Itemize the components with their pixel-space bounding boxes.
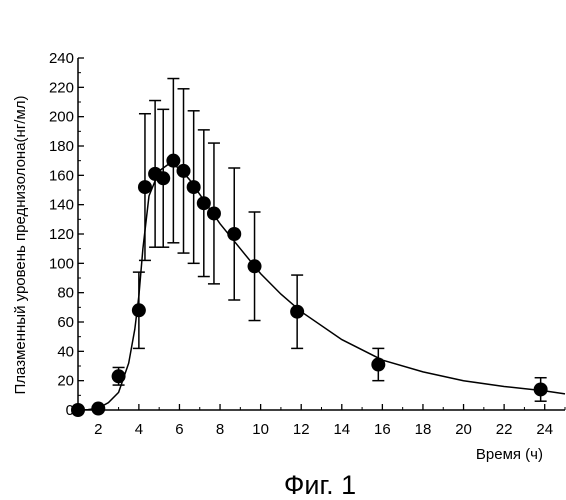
x-tick-label: 16 <box>374 421 391 438</box>
data-point <box>248 259 262 273</box>
y-tick-label: 200 <box>49 109 74 126</box>
x-tick-label: 22 <box>496 421 513 438</box>
x-tick-label: 6 <box>175 421 183 438</box>
y-tick-label: 140 <box>49 197 74 214</box>
y-tick-label: 160 <box>49 167 74 184</box>
y-tick-label: 120 <box>49 226 74 243</box>
x-tick-label: 12 <box>293 421 310 438</box>
y-tick-label: 20 <box>57 373 74 390</box>
data-point <box>71 403 85 417</box>
data-point <box>290 305 304 319</box>
data-point <box>534 382 548 396</box>
figure-caption: Фиг. 1 <box>284 470 356 500</box>
data-point <box>371 358 385 372</box>
x-tick-label: 8 <box>216 421 224 438</box>
fit-curve <box>78 164 565 410</box>
data-point <box>227 227 241 241</box>
data-point <box>177 164 191 178</box>
data-point <box>187 180 201 194</box>
data-point <box>156 171 170 185</box>
x-tick-label: 24 <box>536 421 553 438</box>
x-tick-label: 4 <box>135 421 143 438</box>
data-point <box>112 369 126 383</box>
x-tick-label: 10 <box>252 421 269 438</box>
plot-area: 0204060801001201401601802002202402468101… <box>49 50 565 438</box>
y-tick-label: 60 <box>57 314 74 331</box>
y-tick-label: 180 <box>49 138 74 155</box>
y-tick-label: 40 <box>57 343 74 360</box>
x-tick-label: 20 <box>455 421 472 438</box>
y-tick-label: 100 <box>49 255 74 272</box>
y-tick-label: 80 <box>57 285 74 302</box>
data-point <box>207 206 221 220</box>
data-point <box>138 180 152 194</box>
data-point <box>132 303 146 317</box>
y-axis-title: Плазменный уровень преднизолона(нг/мл) <box>12 95 29 394</box>
x-tick-label: 2 <box>94 421 102 438</box>
data-point <box>91 402 105 416</box>
data-point <box>166 154 180 168</box>
y-tick-label: 240 <box>49 50 74 67</box>
y-tick-label: 220 <box>49 79 74 96</box>
x-tick-label: 18 <box>415 421 432 438</box>
x-axis-title: Время (ч) <box>476 446 543 463</box>
data-point <box>197 196 211 210</box>
x-tick-label: 14 <box>333 421 350 438</box>
